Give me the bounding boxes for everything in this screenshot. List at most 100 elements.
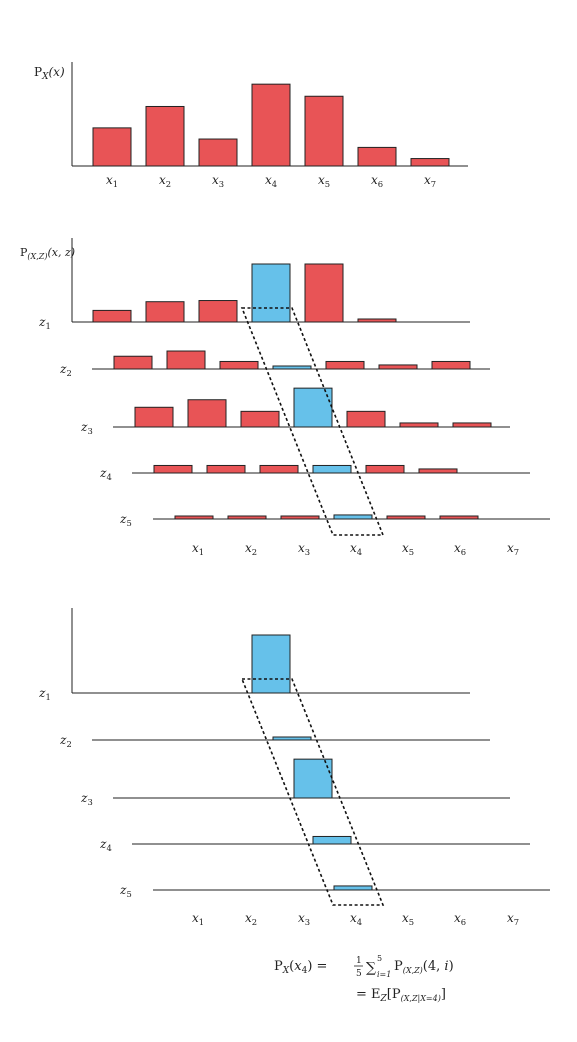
panel1-bar-4 bbox=[251, 83, 291, 167]
panel3-bar-z5-x4 bbox=[333, 885, 373, 891]
panel2-zlabel-z4: z4 bbox=[99, 466, 112, 482]
formula-sum-symbol: ∑ bbox=[366, 960, 376, 976]
panel2-bar-z4-x4 bbox=[312, 464, 352, 474]
panel2-bar-z2-x2 bbox=[166, 350, 206, 370]
panel2-x-tick-labels: x1 x2 x3 x4 x5 x6 x7 bbox=[192, 541, 519, 557]
panel2-bar-z2-x6 bbox=[378, 364, 418, 370]
panel1-tick-x3: x3 bbox=[212, 173, 224, 189]
panel2-bar-z5-x3 bbox=[280, 515, 320, 520]
marginal-distribution-panel: PX(x) x1 x2 x3 x4 x5 x6 x7 bbox=[34, 62, 468, 189]
panel2-bar-z3-x5 bbox=[346, 410, 386, 428]
panel2-bar-z1-x1 bbox=[92, 309, 132, 323]
panel3-tick-x6: x6 bbox=[454, 911, 466, 927]
panel3-selection-parallelogram bbox=[240, 678, 385, 906]
panel2-tick-x6: x6 bbox=[454, 541, 466, 557]
panel2-bar-z3-x1 bbox=[134, 406, 174, 428]
panel2-bar-z3-x3 bbox=[240, 410, 280, 428]
panel1-bar-2 bbox=[145, 105, 185, 167]
formula-frac-den: 5 bbox=[356, 969, 362, 979]
panel2-bar-z1-x2 bbox=[145, 301, 185, 323]
panel1-bar-5 bbox=[304, 95, 344, 167]
joint-distribution-panel: P(X,Z)(x, z) z1 z2 z3 z4 z5 x1 x2 x3 x4 x5 x6 x7 bbox=[20, 238, 550, 557]
panel2-tick-x2: x2 bbox=[245, 541, 257, 557]
panel2-tick-x5: x5 bbox=[402, 541, 414, 557]
panel1-bar-6 bbox=[357, 146, 397, 167]
panel2-zlabel-z2: z2 bbox=[59, 362, 72, 378]
panel2-ylabel: P(X,Z)(x, z) bbox=[20, 246, 75, 261]
panel3-tick-x5: x5 bbox=[402, 911, 414, 927]
panel3-row-z2: z2 bbox=[59, 733, 490, 749]
panel1-tick-x7: x7 bbox=[424, 173, 436, 189]
formula-line1: PX(x4) = bbox=[274, 959, 327, 976]
formula-line2: = EZ[P(X,Z|X=4)] bbox=[356, 987, 446, 1004]
panel2-row-z2: z2 bbox=[59, 350, 490, 378]
panel3-x-tick-labels: x1 x2 x3 x4 x5 x6 x7 bbox=[192, 911, 519, 927]
panel3-tick-x1: x1 bbox=[192, 911, 204, 927]
panel3-rows: z1 z2 z3 z4 z5 bbox=[38, 634, 550, 899]
panel2-selection-parallelogram bbox=[240, 307, 385, 536]
panel2-tick-x1: x1 bbox=[192, 541, 204, 557]
panel2-bar-z1-x5 bbox=[304, 263, 344, 323]
panel1-bar-1 bbox=[92, 127, 132, 167]
formula: PX(x4) = 1 5 ∑ 5 i=1 P(X,Z)(4, i) = EZ[P… bbox=[274, 954, 454, 1004]
panel3-row-z1: z1 bbox=[38, 634, 470, 702]
panel3-bar-z4-x4 bbox=[312, 835, 352, 845]
panel3-zlabel-z4: z4 bbox=[99, 837, 112, 853]
panel2-zlabel-z1: z1 bbox=[38, 315, 51, 331]
panel1-x-tick-labels: x1 x2 x3 x4 x5 x6 x7 bbox=[106, 173, 436, 189]
panel2-tick-x4: x4 bbox=[350, 541, 362, 557]
panel2-tick-x3: x3 bbox=[298, 541, 310, 557]
panel2-bar-z3-x4 bbox=[293, 387, 333, 428]
panel2-bar-z3-x7 bbox=[452, 422, 492, 428]
panel2-bar-z4-x1 bbox=[153, 464, 193, 474]
panel3-tick-x4: x4 bbox=[350, 911, 362, 927]
panel2-bar-z1-x3 bbox=[198, 300, 238, 323]
panel2-bar-z2-x1 bbox=[113, 355, 153, 370]
formula-line1-rhs: P(X,Z)(4, i) bbox=[394, 959, 454, 975]
panel2-bar-z2-x3 bbox=[219, 360, 259, 370]
panel2-row-z3: z3 bbox=[80, 387, 510, 436]
panel2-bar-z1-x4 bbox=[251, 263, 291, 323]
panel2-row-z5: z5 bbox=[119, 512, 550, 528]
panel3-row-z5: z5 bbox=[119, 883, 550, 899]
panel2-row-z1: z1 bbox=[38, 263, 470, 331]
panel2-bar-z5-x6 bbox=[439, 515, 479, 520]
panel2-bar-z2-x7 bbox=[431, 360, 471, 370]
panel2-bar-z5-x5 bbox=[386, 515, 426, 520]
panel1-bars bbox=[92, 83, 450, 167]
panel3-bar-z1-x4 bbox=[251, 634, 291, 694]
panel2-bar-z4-x2 bbox=[206, 464, 246, 474]
panel1-bar-3 bbox=[198, 138, 238, 167]
panel1-tick-x6: x6 bbox=[371, 173, 383, 189]
panel3-bar-z2-x4 bbox=[272, 736, 312, 741]
panel1-bar-7 bbox=[410, 158, 450, 167]
panel2-tick-x7: x7 bbox=[507, 541, 519, 557]
panel3-tick-x3: x3 bbox=[298, 911, 310, 927]
formula-frac-num: 1 bbox=[356, 956, 362, 966]
panel2-bar-z4-x5 bbox=[365, 464, 405, 474]
panel2-bar-z3-x6 bbox=[399, 422, 439, 428]
panel2-bar-z5-x4 bbox=[333, 514, 373, 520]
panel3-zlabel-z1: z1 bbox=[38, 686, 51, 702]
panel2-bar-z5-x1 bbox=[174, 515, 214, 520]
panel3-bar-z3-x4 bbox=[293, 758, 333, 799]
panel1-tick-x5: x5 bbox=[318, 173, 330, 189]
conditional-slice-panel: z1 z2 z3 z4 z5 x1 x2 x3 x4 x5 x6 x7 bbox=[38, 608, 550, 927]
panel3-row-z3: z3 bbox=[80, 758, 510, 807]
panel3-zlabel-z2: z2 bbox=[59, 733, 72, 749]
panel2-bar-z4-x6 bbox=[418, 468, 458, 474]
panel2-bar-z3-x2 bbox=[187, 399, 227, 428]
panel2-bar-z5-x2 bbox=[227, 515, 267, 520]
panel1-tick-x4: x4 bbox=[265, 173, 277, 189]
panel2-zlabel-z5: z5 bbox=[119, 512, 132, 528]
panel3-row-z4: z4 bbox=[99, 835, 530, 853]
panel2-bar-z1-x6 bbox=[357, 318, 397, 323]
panel2-bar-z2-x5 bbox=[325, 360, 365, 370]
panel3-tick-x7: x7 bbox=[507, 911, 519, 927]
formula-sum-sup: 5 bbox=[377, 954, 382, 963]
panel1-ylabel: PX(x) bbox=[34, 65, 65, 82]
panel2-bar-z2-x4 bbox=[272, 365, 312, 370]
panel2-rows: z1 z2 z3 z4 z5 bbox=[38, 263, 550, 528]
panel3-zlabel-z3: z3 bbox=[80, 791, 93, 807]
